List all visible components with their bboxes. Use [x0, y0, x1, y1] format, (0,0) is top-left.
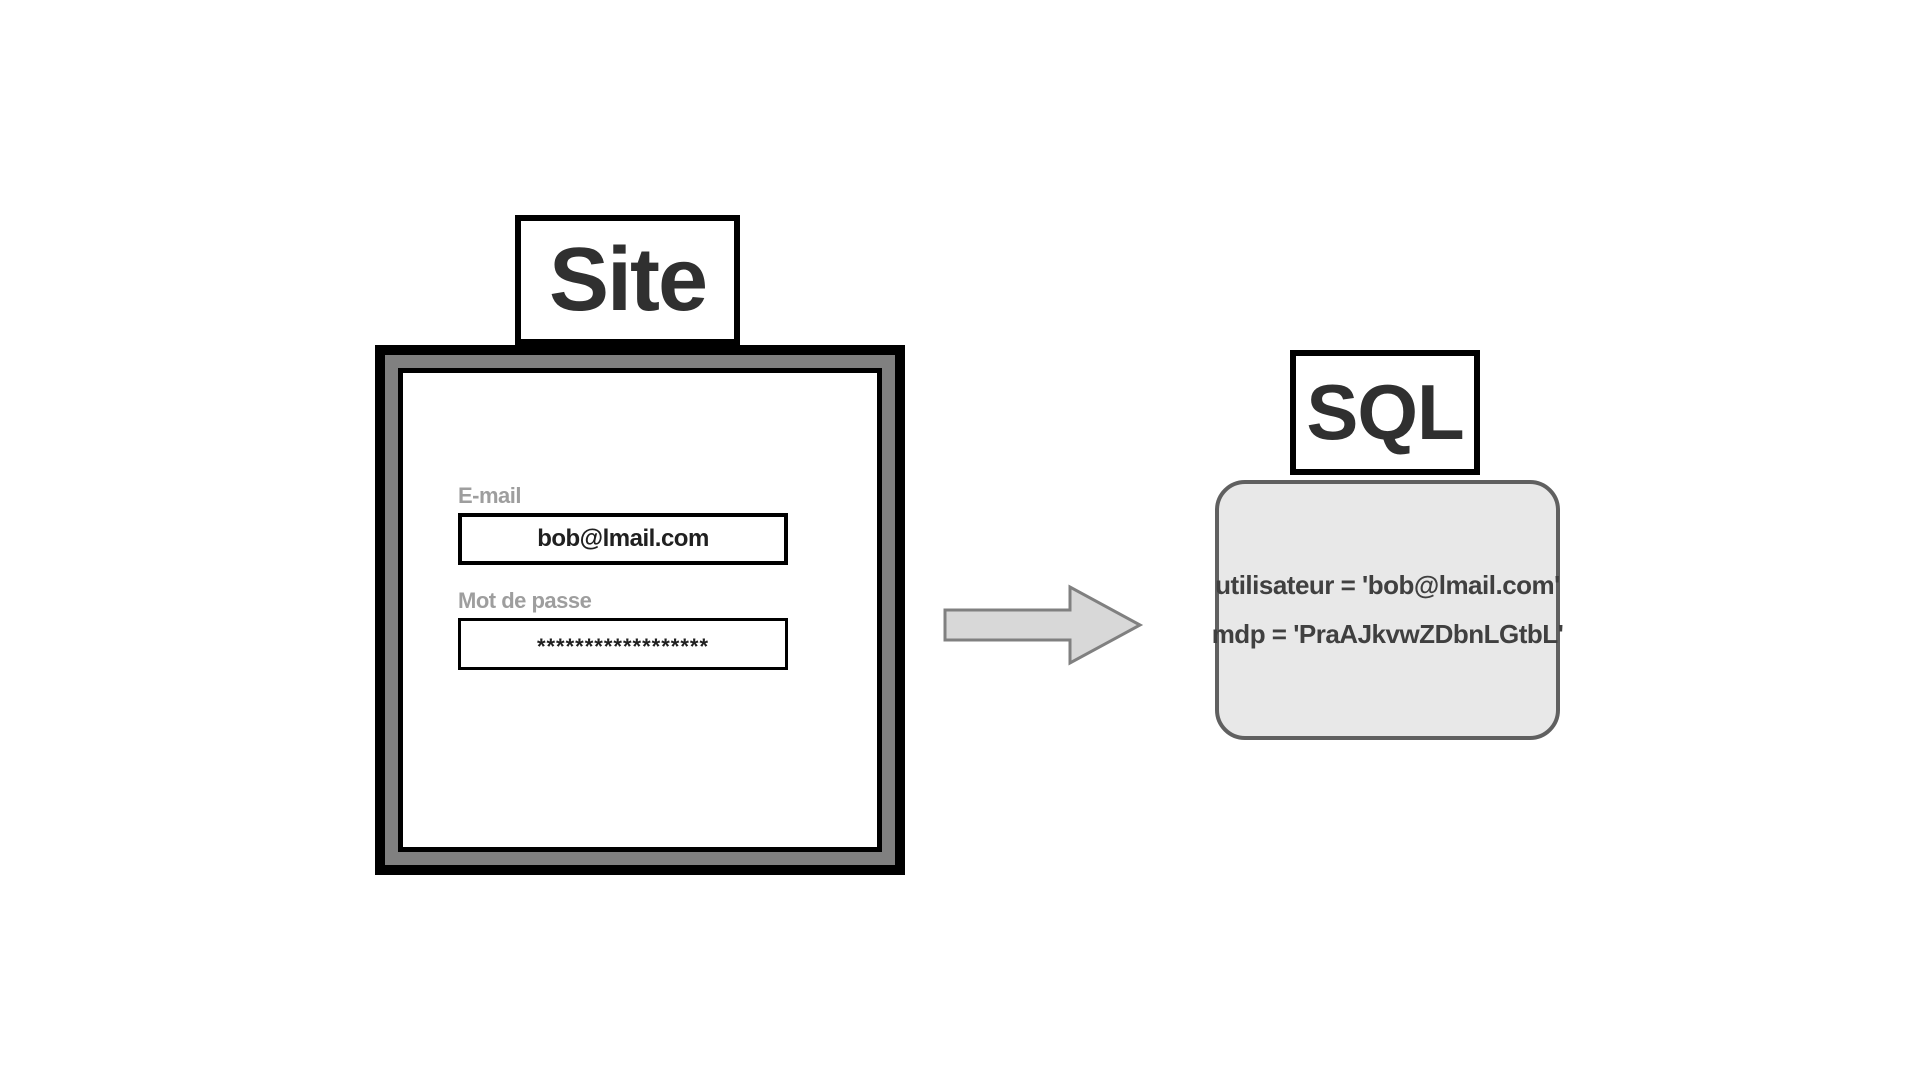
- sql-label: SQL: [1306, 367, 1463, 458]
- email-label: E-mail: [458, 483, 788, 509]
- password-field-group: Mot de passe ******************: [458, 588, 788, 670]
- password-label: Mot de passe: [458, 588, 788, 614]
- sql-line-user: utilisateur = 'bob@lmail.com': [1215, 570, 1560, 601]
- sql-line-pass: mdp = 'PraAJkvwZDbnLGtbL': [1212, 619, 1564, 650]
- sql-body: utilisateur = 'bob@lmail.com' mdp = 'Pra…: [1215, 480, 1560, 740]
- email-value: bob@lmail.com: [537, 525, 709, 553]
- password-value: ******************: [537, 634, 709, 660]
- email-input[interactable]: bob@lmail.com: [458, 513, 788, 565]
- email-field-group: E-mail bob@lmail.com: [458, 483, 788, 565]
- site-inner-panel: E-mail bob@lmail.com Mot de passe ******…: [398, 368, 882, 852]
- password-input[interactable]: ******************: [458, 618, 788, 670]
- site-label: Site: [549, 229, 706, 332]
- arrow-icon: [940, 575, 1150, 680]
- sql-label-box: SQL: [1290, 350, 1480, 475]
- site-label-box: Site: [515, 215, 740, 345]
- site-outer-frame: E-mail bob@lmail.com Mot de passe ******…: [375, 345, 905, 875]
